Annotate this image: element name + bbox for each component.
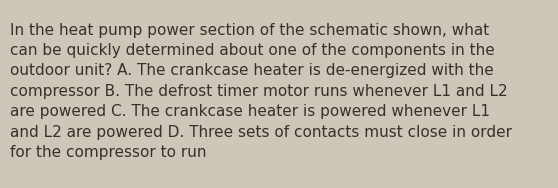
Text: In the heat pump power section of the schematic shown, what
can be quickly deter: In the heat pump power section of the sc… xyxy=(10,23,512,160)
